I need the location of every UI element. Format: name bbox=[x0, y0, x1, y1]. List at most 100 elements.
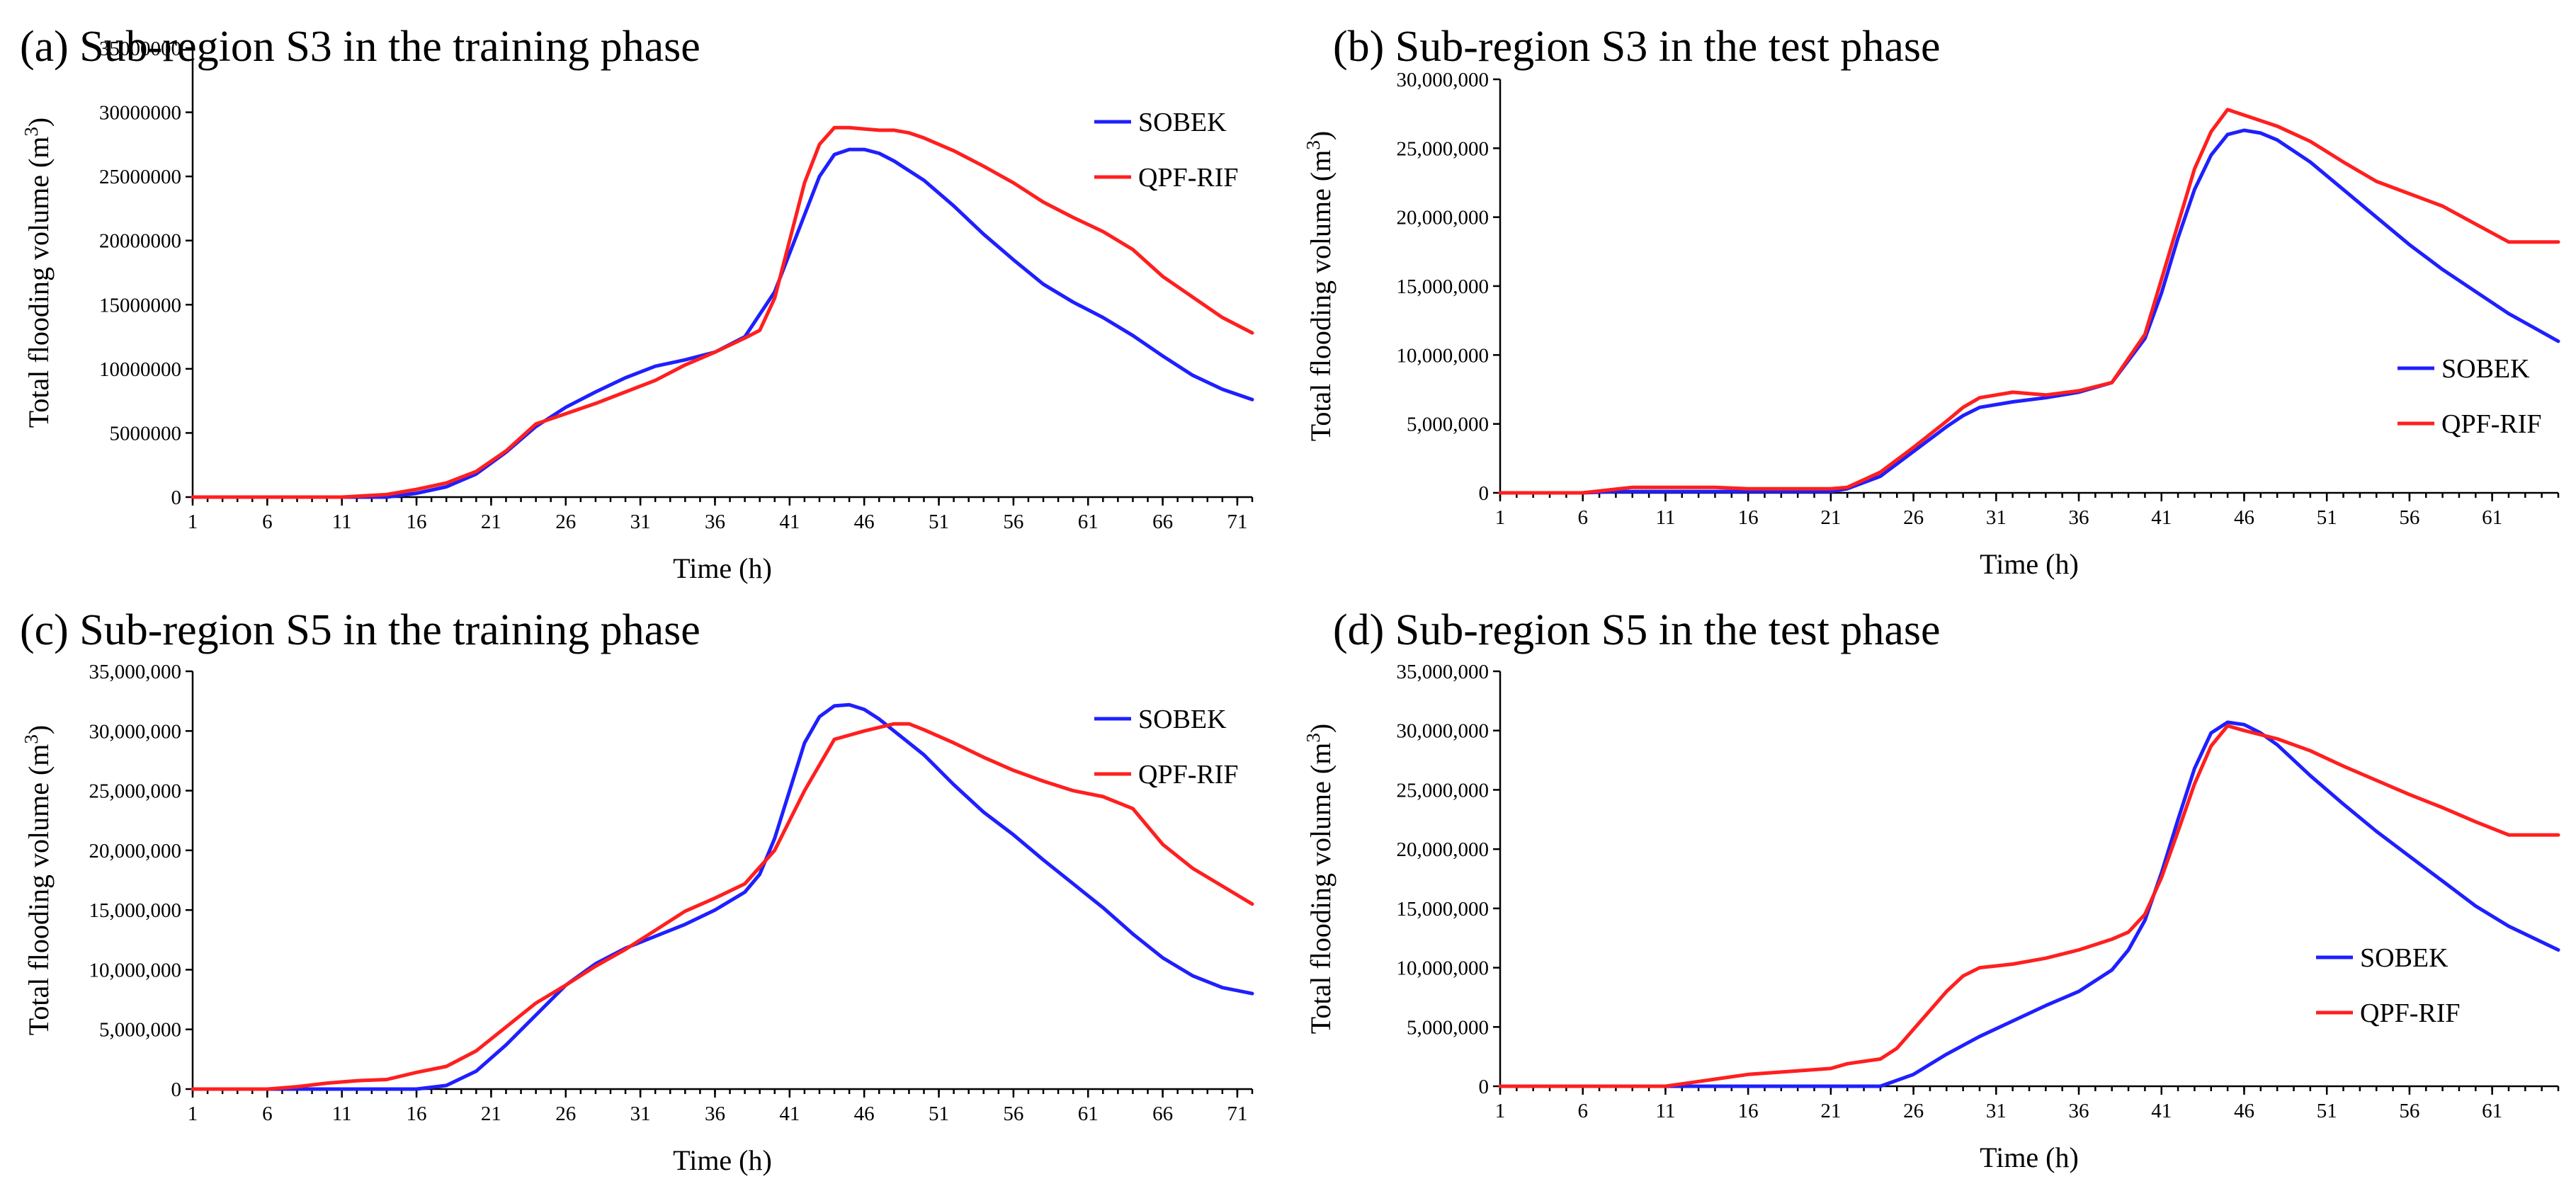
chart-panel-a: (a) Sub-region S3 in the training phase 0… bbox=[20, 23, 1254, 584]
legend: SOBEK QPF-RIF bbox=[1094, 705, 1239, 790]
x-tick-label: 16 bbox=[1738, 1100, 1759, 1122]
y-tick-label: 10,000,000 bbox=[89, 959, 182, 981]
y-tick-label: 30,000,000 bbox=[1397, 720, 1490, 743]
legend-label: QPF-RIF bbox=[1138, 760, 1239, 790]
series-line-qpf-rif bbox=[1498, 724, 2560, 1088]
legend-label: SOBEK bbox=[1138, 108, 1227, 137]
x-tick-label: 36 bbox=[2069, 1100, 2089, 1122]
x-tick-label: 61 bbox=[2482, 1100, 2502, 1122]
y-axis-label: Total flooding volume (m3) bbox=[1303, 724, 1337, 1034]
x-axis-label: Time (h) bbox=[673, 1144, 772, 1176]
y-tick-label: 20,000,000 bbox=[1397, 838, 1490, 861]
x-tick-label: 6 bbox=[262, 1103, 273, 1125]
x-tick-label: 56 bbox=[2399, 1100, 2419, 1122]
y-tick-label: 20,000,000 bbox=[1397, 207, 1490, 229]
x-tick-label: 46 bbox=[2234, 1100, 2254, 1122]
y-tick-label: 15,000,000 bbox=[1397, 275, 1490, 298]
y-tick-label: 5,000,000 bbox=[99, 1019, 181, 1042]
x-tick-label: 56 bbox=[2399, 506, 2419, 529]
y-axis-label: Total flooding volume (m3) bbox=[1303, 131, 1337, 441]
chart-panel-d: (d) Sub-region S5 in the test phase 0 5,00… bbox=[1303, 606, 2560, 1173]
x-tick-label: 31 bbox=[1986, 506, 2007, 529]
y-tick-label: 25,000,000 bbox=[1397, 137, 1490, 160]
x-tick-label: 66 bbox=[1152, 1103, 1173, 1125]
x-tick-label: 71 bbox=[1227, 1103, 1247, 1125]
y-tick-label: 30000000 bbox=[99, 102, 181, 125]
legend-label: QPF-RIF bbox=[2441, 409, 2542, 439]
y-tick-label: 35000000 bbox=[99, 38, 181, 60]
x-tick-label: 61 bbox=[1078, 511, 1099, 533]
x-tick-label: 46 bbox=[854, 1103, 875, 1125]
x-tick-label: 11 bbox=[1655, 506, 1675, 529]
y-tick-label: 35,000,000 bbox=[1397, 661, 1490, 683]
x-tick-label: 21 bbox=[481, 511, 501, 533]
x-tick-label: 6 bbox=[262, 511, 273, 533]
x-tick-label: 31 bbox=[630, 1103, 651, 1125]
legend-label: SOBEK bbox=[1138, 705, 1227, 734]
x-tick-label: 11 bbox=[332, 511, 352, 533]
y-tick-label: 10000000 bbox=[99, 358, 181, 381]
x-tick-label: 1 bbox=[1495, 506, 1506, 529]
x-tick-label: 46 bbox=[2234, 506, 2254, 529]
y-tick-label: 15000000 bbox=[99, 294, 181, 317]
y-tick-label: 15,000,000 bbox=[1397, 898, 1490, 921]
legend: SOBEK QPF-RIF bbox=[2398, 354, 2542, 439]
x-tick-label: 31 bbox=[630, 511, 651, 533]
x-tick-label: 61 bbox=[1078, 1103, 1099, 1125]
x-tick-label: 61 bbox=[2482, 506, 2502, 529]
y-tick-label: 5,000,000 bbox=[1407, 414, 1489, 436]
chart-title: (b) Sub-region S3 in the test phase bbox=[1333, 23, 1941, 71]
y-tick-label: 15,000,000 bbox=[89, 899, 182, 922]
x-tick-label: 36 bbox=[705, 511, 725, 533]
y-axis-label: Total flooding volume (m3) bbox=[21, 725, 55, 1035]
y-tick-label: 10,000,000 bbox=[1397, 957, 1490, 980]
x-tick-label: 11 bbox=[332, 1103, 352, 1125]
y-tick-label: 20,000,000 bbox=[89, 840, 182, 862]
x-tick-label: 51 bbox=[929, 1103, 949, 1125]
x-tick-label: 31 bbox=[1986, 1100, 2007, 1122]
x-tick-label: 26 bbox=[555, 511, 576, 533]
x-tick-label: 6 bbox=[1577, 506, 1588, 529]
x-tick-label: 26 bbox=[1903, 506, 1924, 529]
legend-label: QPF-RIF bbox=[2360, 998, 2461, 1028]
chart-panel-b: (b) Sub-region S3 in the test phase 0 5,00… bbox=[1303, 23, 2560, 580]
y-tick-label: 5,000,000 bbox=[1407, 1016, 1489, 1039]
legend-label: SOBEK bbox=[2441, 354, 2530, 384]
y-tick-label: 20000000 bbox=[99, 230, 181, 253]
chart-title: (d) Sub-region S5 in the test phase bbox=[1333, 606, 1941, 654]
x-axis-label: Time (h) bbox=[673, 552, 772, 584]
x-tick-label: 51 bbox=[2317, 506, 2337, 529]
legend: SOBEK QPF-RIF bbox=[2316, 943, 2461, 1028]
x-tick-label: 26 bbox=[1903, 1100, 1924, 1122]
x-tick-label: 56 bbox=[1003, 1103, 1023, 1125]
legend: SOBEK QPF-RIF bbox=[1094, 108, 1239, 193]
y-tick-label: 35,000,000 bbox=[89, 661, 182, 683]
x-tick-label: 51 bbox=[929, 511, 949, 533]
x-tick-label: 36 bbox=[2069, 506, 2089, 529]
y-tick-label: 0 bbox=[171, 486, 182, 509]
x-tick-label: 11 bbox=[1655, 1100, 1675, 1122]
series-line-qpf-rif bbox=[191, 125, 1254, 499]
y-tick-label: 25,000,000 bbox=[89, 780, 182, 803]
x-tick-label: 46 bbox=[854, 511, 875, 533]
x-tick-label: 16 bbox=[407, 511, 427, 533]
y-tick-label: 0 bbox=[171, 1078, 182, 1101]
x-tick-label: 66 bbox=[1152, 511, 1173, 533]
chart-panel-c: (c) Sub-region S5 in the training phase 0… bbox=[20, 606, 1254, 1176]
series-line-sobek bbox=[1498, 720, 2560, 1088]
x-tick-label: 1 bbox=[188, 511, 198, 533]
x-tick-label: 1 bbox=[188, 1103, 198, 1125]
x-tick-label: 16 bbox=[407, 1103, 427, 1125]
series-line-sobek bbox=[1498, 128, 2560, 495]
x-tick-label: 1 bbox=[1495, 1100, 1506, 1122]
x-tick-label: 26 bbox=[555, 1103, 576, 1125]
x-tick-label: 41 bbox=[779, 1103, 800, 1125]
series-line-qpf-rif bbox=[191, 722, 1254, 1091]
y-tick-label: 0 bbox=[1479, 482, 1490, 505]
x-tick-label: 41 bbox=[2151, 506, 2172, 529]
y-axis-label: Total flooding volume (m3) bbox=[21, 118, 55, 428]
y-tick-label: 5000000 bbox=[110, 422, 182, 445]
y-tick-label: 25,000,000 bbox=[1397, 779, 1490, 802]
series-line-qpf-rif bbox=[1498, 108, 2560, 495]
